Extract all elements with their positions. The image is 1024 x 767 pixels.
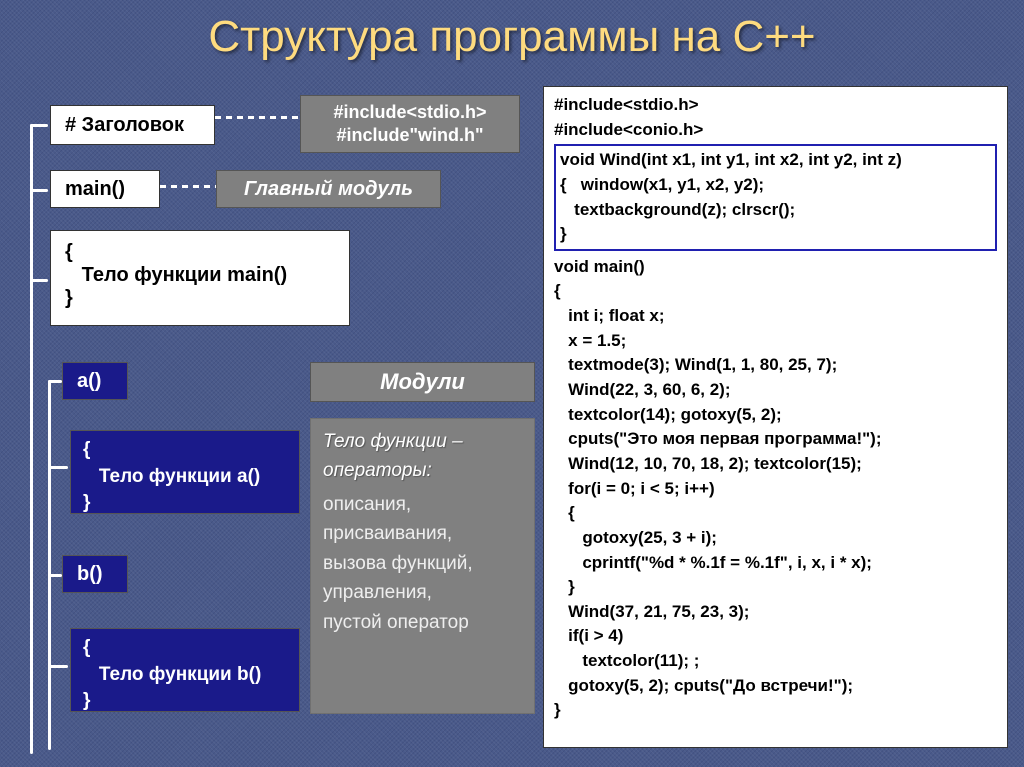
main-body-line-1: Тело функции main() [65, 264, 335, 287]
code-boxed-2: textbackground(z); clrscr(); [560, 198, 991, 223]
code-boxed-3: } [560, 222, 991, 247]
a-body-line-1: Тело функции a() [83, 464, 287, 491]
tree-hline-3 [30, 279, 48, 282]
body-item-4: пустой оператор [323, 608, 522, 637]
code-boxed-1: { window(x1, y1, x2, y2); [560, 173, 991, 198]
tree-hline-1 [30, 124, 48, 127]
code-post-17: gotoxy(5, 2); cputs("До встречи!"); [554, 674, 997, 699]
code-post-6: textcolor(14); gotoxy(5, 2); [554, 403, 997, 428]
code-post-1: { [554, 279, 997, 304]
a-body-box: { Тело функции a() } [70, 430, 300, 514]
a-box: a() [62, 362, 128, 400]
tree-hline-7 [48, 665, 68, 668]
code-post-3: x = 1.5; [554, 329, 997, 354]
code-post-7: cputs("Это моя первая программа!"); [554, 427, 997, 452]
code-post-18: } [554, 698, 997, 723]
body-title: Тело функции – операторы: [323, 427, 522, 486]
body-item-2: вызова функций, [323, 549, 522, 578]
tree-hline-2 [30, 189, 48, 192]
main-module-box: Главный модуль [216, 170, 441, 208]
b-body-line-2: } [83, 688, 287, 715]
b-body-box: { Тело функции b() } [70, 628, 300, 712]
a-body-line-2: } [83, 490, 287, 517]
code-post-4: textmode(3); Wind(1, 1, 80, 25, 7); [554, 353, 997, 378]
code-post-5: Wind(22, 3, 60, 6, 2); [554, 378, 997, 403]
page-title: Структура программы на С++ [0, 12, 1024, 62]
body-item-3: управления, [323, 578, 522, 607]
code-post-14: Wind(37, 21, 75, 23, 3); [554, 600, 997, 625]
tree-hline-4 [48, 380, 62, 383]
tree-hline-6 [48, 574, 62, 577]
tree-hline-5 [48, 466, 68, 469]
body-item-1: присваивания, [323, 519, 522, 548]
body-item-0: описания, [323, 490, 522, 519]
code-pre-0: #include<stdio.h> [554, 93, 997, 118]
code-post-13: } [554, 575, 997, 600]
code-post-2: int i; float x; [554, 304, 997, 329]
body-operators-panel: Тело функции – операторы: описания, прис… [310, 418, 535, 714]
code-post-15: if(i > 4) [554, 624, 997, 649]
connector-2 [160, 185, 216, 188]
header-box: # Заголовок [50, 105, 215, 145]
main-body-line-2: } [65, 287, 335, 310]
connector-1 [215, 116, 301, 119]
code-post-10: { [554, 501, 997, 526]
a-body-line-0: { [83, 437, 287, 464]
b-box: b() [62, 555, 128, 593]
code-post-0: void main() [554, 255, 997, 280]
code-post-12: cprintf("%d * %.1f = %.1f", i, x, i * x)… [554, 551, 997, 576]
code-post-16: textcolor(11); ; [554, 649, 997, 674]
main-body-line-0: { [65, 241, 335, 264]
include-line-0: #include<stdio.h> [333, 101, 486, 124]
code-panel: #include<stdio.h> #include<conio.h> void… [543, 86, 1008, 748]
code-pre-1: #include<conio.h> [554, 118, 997, 143]
main-body-box: { Тело функции main() } [50, 230, 350, 326]
main-box: main() [50, 170, 160, 208]
modules-box: Модули [310, 362, 535, 402]
code-blue-frame: void Wind(int x1, int y1, int x2, int y2… [554, 144, 997, 251]
include-grey-box: #include<stdio.h> #include"wind.h" [300, 95, 520, 153]
code-boxed-0: void Wind(int x1, int y1, int x2, int y2… [560, 148, 991, 173]
tree-vline-sub [48, 380, 51, 750]
code-post-8: Wind(12, 10, 70, 18, 2); textcolor(15); [554, 452, 997, 477]
code-post-9: for(i = 0; i < 5; i++) [554, 477, 997, 502]
code-post-11: gotoxy(25, 3 + i); [554, 526, 997, 551]
b-body-line-1: Тело функции b() [83, 662, 287, 689]
b-body-line-0: { [83, 635, 287, 662]
tree-vline-main [30, 124, 33, 754]
include-line-1: #include"wind.h" [336, 124, 483, 147]
